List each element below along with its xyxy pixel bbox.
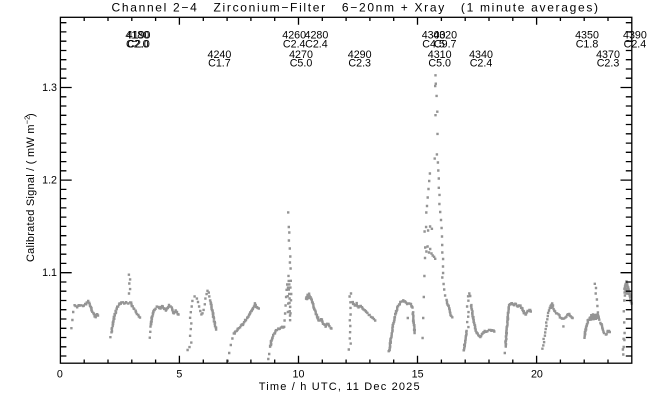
svg-text:Time / h UTC, 11 Dec 2025: Time / h UTC, 11 Dec 2025 (259, 381, 420, 393)
svg-text:C2.4: C2.4 (305, 38, 328, 50)
svg-text:4320: 4320 (433, 30, 457, 42)
svg-text:Calibrated Signal / ( mW m: Calibrated Signal / ( mW m (25, 125, 37, 263)
svg-text:C1.8: C1.8 (576, 38, 599, 50)
svg-text:C2.3: C2.3 (597, 58, 620, 70)
svg-text:4240: 4240 (208, 49, 232, 61)
svg-text:0: 0 (57, 369, 63, 381)
svg-text:C2.0: C2.0 (126, 38, 149, 50)
svg-text:4270: 4270 (289, 49, 313, 61)
svg-text:1.3: 1.3 (42, 82, 57, 94)
svg-text:Channel 2−4 Zirconium−Filter: Channel 2−4 Zirconium−Filter 6−20nm + Xr… (112, 0, 599, 14)
svg-text:4390: 4390 (623, 30, 647, 42)
svg-text:4290: 4290 (348, 49, 372, 61)
svg-text:): ) (25, 113, 37, 117)
svg-text:15: 15 (412, 369, 424, 381)
svg-text:C2.3: C2.3 (348, 58, 371, 70)
svg-text:C2.4: C2.4 (624, 38, 647, 50)
svg-text:C5.0: C5.0 (290, 58, 313, 70)
svg-text:5: 5 (176, 369, 182, 381)
svg-text:4300: 4300 (422, 30, 446, 42)
svg-text:4260: 4260 (282, 30, 306, 42)
svg-text:4340: 4340 (469, 49, 493, 61)
svg-text:4280: 4280 (305, 30, 329, 42)
svg-text:C2.4: C2.4 (283, 38, 306, 50)
svg-text:C9.7: C9.7 (434, 38, 457, 50)
svg-text:4180: 4180 (125, 30, 149, 42)
svg-text:C2.0: C2.0 (127, 38, 150, 50)
svg-text:4350: 4350 (575, 30, 599, 42)
svg-text:1.1: 1.1 (42, 267, 57, 279)
svg-text:1.2: 1.2 (42, 174, 57, 186)
svg-text:C5.0: C5.0 (428, 58, 451, 70)
svg-text:4370: 4370 (596, 49, 620, 61)
svg-text:4310: 4310 (428, 49, 452, 61)
svg-text:10: 10 (293, 369, 305, 381)
svg-text:−2: −2 (23, 116, 32, 125)
svg-text:C1.7: C1.7 (208, 58, 231, 70)
svg-text:C4.5: C4.5 (422, 38, 445, 50)
svg-text:C2.4: C2.4 (470, 58, 493, 70)
svg-text:20: 20 (531, 369, 543, 381)
svg-text:4190: 4190 (127, 30, 151, 42)
